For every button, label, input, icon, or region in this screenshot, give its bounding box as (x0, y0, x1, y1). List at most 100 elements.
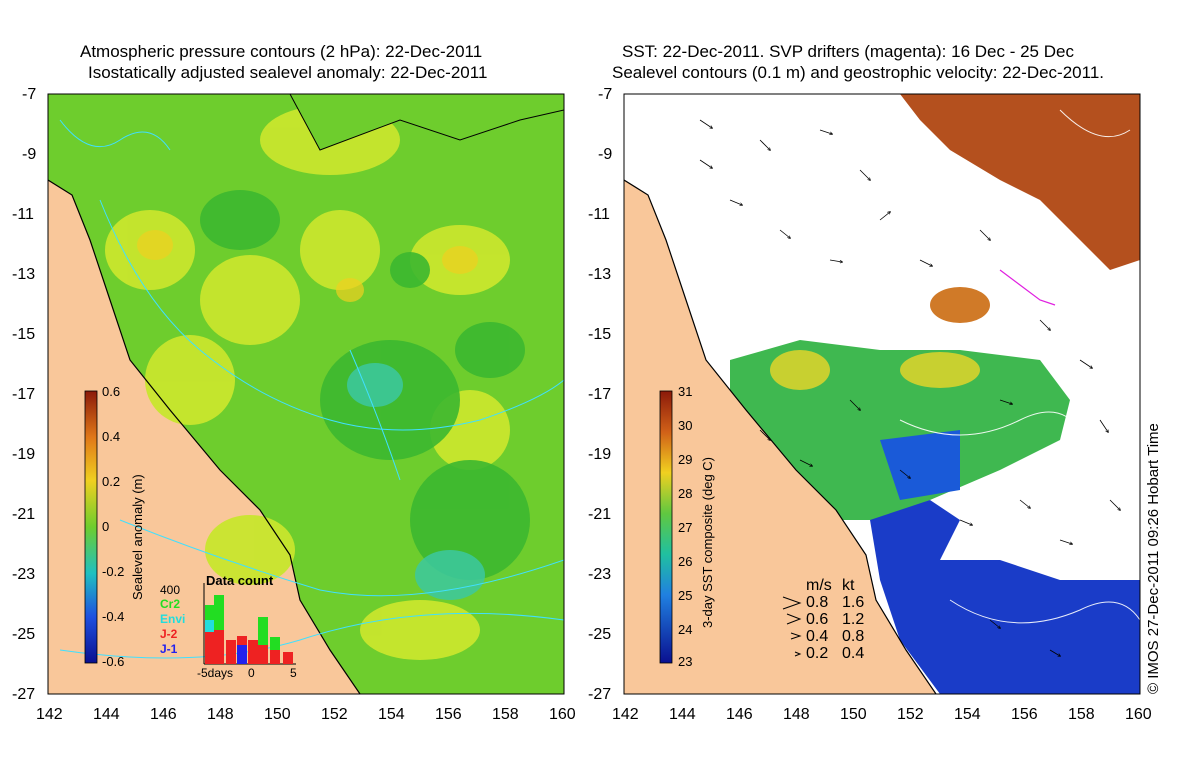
sealevel-colorbar (84, 390, 98, 664)
sst-colorbar-tick-8: 23 (678, 654, 693, 669)
sst-colorbar-label: 3-day SST composite (deg C) (700, 457, 715, 628)
sealevel-contours (899, 109, 1140, 624)
left-x-tick: 160 (549, 706, 576, 723)
velocity-legend-ms: 0.6 (806, 611, 829, 628)
sst-colorbar-tick-1: 30 (678, 418, 693, 433)
sst-colorbar-tick-3: 28 (678, 486, 693, 501)
left-x-tick: 144 (93, 706, 120, 723)
legend-j2: J-2 (160, 627, 178, 641)
sst-colorbar-tick-6: 25 (678, 588, 693, 603)
yellow-patch (900, 352, 980, 388)
velocity-legend-kt: 1.2 (842, 611, 865, 628)
left-y-tick: -21 (12, 506, 36, 523)
velocity-legend-ms-header: m/s (806, 577, 832, 594)
right-y-tick: -21 (588, 506, 612, 523)
sealevel-colorbar-tick-0: 0.6 (102, 384, 121, 399)
right-y-tick: -23 (588, 566, 612, 583)
left-x-tick: 154 (378, 706, 405, 723)
left-title-line1: Atmospheric pressure contours (2 hPa): 2… (80, 42, 483, 61)
right-title-line2: Sealevel contours (0.1 m) and geostrophi… (612, 63, 1104, 82)
sealevel-colorbar-tick-4: -0.2 (102, 564, 125, 579)
velocity-legend-ms: 0.8 (806, 594, 829, 611)
left-y-tick: -27 (12, 686, 36, 703)
left-y-tick: -19 (12, 446, 36, 463)
sst-colorbar-tick-0: 31 (678, 384, 693, 399)
legend-j1: J-1 (160, 642, 178, 656)
right-x-tick: 146 (726, 706, 753, 723)
left-title-line2: Isostatically adjusted sealevel anomaly:… (88, 63, 488, 82)
sst-colorbar-tick-2: 29 (678, 452, 693, 467)
right-x-tick: 142 (612, 706, 639, 723)
right-y-tick: -9 (598, 146, 613, 163)
left-x-tick: 148 (207, 706, 234, 723)
cool-sst-region (870, 500, 1140, 694)
right-y-tick: -13 (588, 266, 612, 283)
sealevel-colorbar-tick-1: 0.4 (102, 429, 121, 444)
warm-patch (930, 287, 990, 323)
svp-drifter-track (999, 269, 1056, 306)
data-count-xlabel-zero: 0 (248, 666, 255, 680)
left-y-tick: -7 (22, 86, 37, 103)
left-y-tick: -11 (12, 206, 34, 223)
sealevel-colorbar-tick-5: -0.4 (102, 609, 125, 624)
sealevel-anomaly-map (47, 93, 565, 695)
left-x-tick: 146 (150, 706, 177, 723)
left-y-tick: -9 (22, 146, 37, 163)
right-x-tick: 160 (1125, 706, 1152, 723)
right-y-tick: -7 (598, 86, 613, 103)
data-count-xlabel-end: 5 (290, 666, 297, 680)
legend-cr2: Cr2 (160, 597, 181, 611)
velocity-legend-ms: 0.4 (806, 628, 829, 645)
data-count-bars (205, 595, 293, 664)
right-x-tick: 150 (840, 706, 867, 723)
cool-patch (880, 430, 960, 500)
right-y-tick: -25 (588, 626, 612, 643)
right-y-tick: -19 (588, 446, 612, 463)
right-title-line1: SST: 22-Dec-2011. SVP drifters (magenta)… (622, 42, 1074, 61)
right-y-tick: -15 (588, 326, 612, 343)
yellow-patch (770, 350, 830, 390)
left-x-tick: 142 (36, 706, 63, 723)
left-y-tick: -15 (12, 326, 36, 343)
left-y-tick: -23 (12, 566, 36, 583)
right-x-tick: 148 (783, 706, 810, 723)
left-x-tick: 156 (435, 706, 462, 723)
coastline (48, 179, 361, 694)
data-count-inset (203, 583, 296, 665)
right-y-tick: -11 (588, 206, 610, 223)
sst-map (623, 93, 1141, 695)
new-guinea-coast (289, 94, 564, 151)
warm-sst-region (900, 94, 1140, 270)
velocity-legend-ms: 0.2 (806, 645, 829, 662)
left-x-tick: 150 (264, 706, 291, 723)
pressure-contours (59, 119, 564, 659)
sst-colorbar-tick-5: 26 (678, 554, 693, 569)
left-x-tick: 158 (492, 706, 519, 723)
sst-colorbar-tick-7: 24 (678, 622, 693, 637)
right-y-tick: -17 (588, 386, 612, 403)
right-x-tick: 144 (669, 706, 696, 723)
velocity-legend-kt: 0.8 (842, 628, 865, 645)
right-x-tick: 152 (897, 706, 924, 723)
left-x-tick: 152 (321, 706, 348, 723)
right-x-tick: 156 (1011, 706, 1038, 723)
velocity-legend-kt-header: kt (842, 577, 855, 594)
sealevel-colorbar-tick-3: 0 (102, 519, 110, 534)
velocity-legend-kt: 0.4 (842, 645, 865, 662)
imos-credit: © IMOS 27-Dec-2011 09:26 Hobart Time (1145, 423, 1162, 694)
left-y-tick: -13 (12, 266, 36, 283)
sealevel-colorbar-tick-6: -0.6 (102, 654, 125, 669)
legend-envi: Envi (160, 612, 186, 626)
left-y-tick: -17 (12, 386, 36, 403)
velocity-legend-arrows (782, 596, 802, 657)
strong-positive-patches (137, 230, 478, 302)
data-count-ymax: 400 (160, 583, 181, 597)
geostrophic-velocity-arrows (699, 119, 1120, 656)
sealevel-colorbar-tick-2: 0.2 (102, 474, 121, 489)
sst-colorbar-tick-4: 27 (678, 520, 693, 535)
right-x-tick: 154 (954, 706, 981, 723)
data-count-xlabel-start: -5days (197, 666, 234, 680)
cyan-anomaly-patches (347, 363, 485, 600)
right-y-tick: -27 (588, 686, 612, 703)
data-count-title: Data count (206, 573, 274, 588)
